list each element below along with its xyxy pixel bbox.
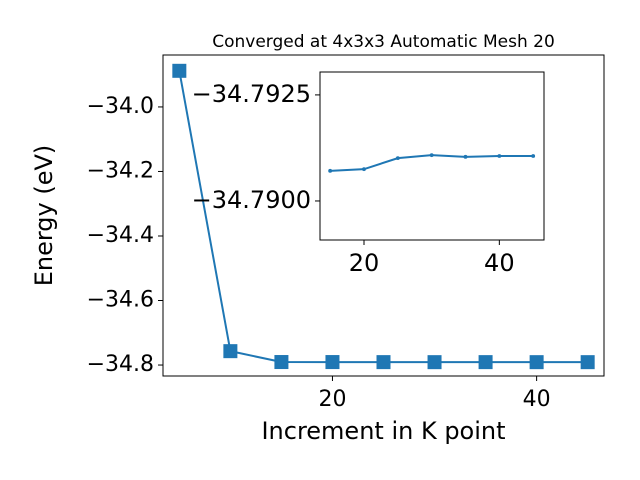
x-tick-label: 40 xyxy=(523,387,551,412)
marker xyxy=(531,154,536,158)
x-axis-label: Increment in K point xyxy=(261,417,505,445)
marker xyxy=(172,63,187,78)
marker xyxy=(580,355,595,370)
y-axis-label: Energy (eV) xyxy=(30,145,58,287)
marker xyxy=(274,355,289,370)
y-tick-label: −34.7900 xyxy=(192,186,311,214)
x-tick-label: 20 xyxy=(349,249,380,277)
marker xyxy=(429,153,434,158)
marker xyxy=(395,156,400,161)
y-tick-label: −34.6 xyxy=(87,288,154,313)
marker xyxy=(325,355,340,370)
y-tick-label: −34.0 xyxy=(87,94,154,119)
y-tick-label: −34.7925 xyxy=(192,80,311,108)
y-tick-label: −34.2 xyxy=(87,158,154,183)
x-tick-label: 20 xyxy=(318,387,346,412)
marker xyxy=(328,168,333,173)
chart-title: Converged at 4x3x3 Automatic Mesh 20 xyxy=(212,32,555,52)
marker xyxy=(223,344,238,359)
marker xyxy=(376,355,391,370)
marker xyxy=(478,355,493,370)
marker xyxy=(362,167,366,172)
x-tick-label: 40 xyxy=(484,249,515,277)
y-tick-label: −34.4 xyxy=(87,223,154,248)
marker xyxy=(497,154,502,158)
y-tick-label: −34.8 xyxy=(87,352,154,377)
marker xyxy=(427,355,442,370)
marker xyxy=(463,154,468,159)
marker xyxy=(529,355,544,370)
